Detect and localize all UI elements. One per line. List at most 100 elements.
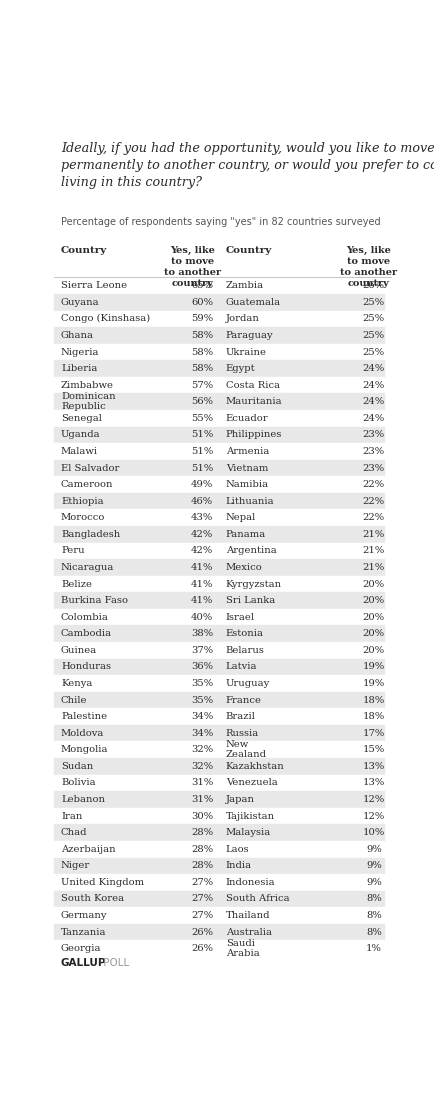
Text: Brazil: Brazil	[226, 712, 256, 721]
Bar	[54, 443, 384, 459]
Text: 38%: 38%	[191, 630, 213, 639]
Text: El Salvador: El Salvador	[61, 464, 119, 473]
Text: Venezuela: Venezuela	[226, 778, 277, 787]
Text: 9%: 9%	[366, 845, 381, 854]
Text: 46%: 46%	[191, 497, 213, 506]
Text: 12%: 12%	[363, 811, 385, 821]
Text: 27%: 27%	[191, 911, 213, 920]
Text: 26%: 26%	[191, 944, 213, 953]
Text: Uruguay: Uruguay	[226, 679, 270, 688]
Text: Tanzania: Tanzania	[61, 928, 106, 936]
Text: 8%: 8%	[366, 911, 381, 920]
Text: 10%: 10%	[363, 829, 385, 837]
Text: Mongolia: Mongolia	[61, 745, 108, 754]
Bar	[54, 609, 384, 625]
Text: Dominican
Republic: Dominican Republic	[61, 392, 115, 411]
Text: 24%: 24%	[363, 364, 385, 373]
Text: 59%: 59%	[191, 314, 213, 323]
Text: India: India	[226, 862, 252, 870]
Text: Sri Lanka: Sri Lanka	[226, 596, 275, 606]
Text: 41%: 41%	[191, 579, 214, 589]
Text: 15%: 15%	[363, 745, 385, 754]
Text: 49%: 49%	[191, 480, 214, 489]
Text: 20%: 20%	[363, 646, 385, 655]
Text: 51%: 51%	[191, 464, 214, 473]
Text: Thailand: Thailand	[226, 911, 270, 920]
Text: Moldova: Moldova	[61, 729, 104, 737]
Text: Liberia: Liberia	[61, 364, 97, 373]
Text: Senegal: Senegal	[61, 414, 102, 423]
Text: 24%: 24%	[363, 414, 385, 423]
Text: Nigeria: Nigeria	[61, 347, 99, 356]
Text: 32%: 32%	[191, 762, 213, 770]
Text: Nepal: Nepal	[226, 513, 256, 522]
Text: United Kingdom: United Kingdom	[61, 878, 144, 887]
Bar	[54, 277, 384, 295]
Text: 40%: 40%	[191, 613, 214, 622]
Text: 25%: 25%	[363, 331, 385, 340]
Text: Sudan: Sudan	[61, 762, 93, 770]
Text: Lebanon: Lebanon	[61, 795, 105, 804]
Text: 56%: 56%	[191, 397, 213, 407]
Text: 30%: 30%	[191, 811, 213, 821]
Text: Morocco: Morocco	[61, 513, 105, 522]
Bar	[54, 791, 384, 808]
Text: Bolivia: Bolivia	[61, 778, 95, 787]
Text: 21%: 21%	[363, 563, 385, 571]
Text: Yes, like
to move
to another
country: Yes, like to move to another country	[164, 246, 221, 288]
Text: Australia: Australia	[226, 928, 272, 936]
Text: 60%: 60%	[191, 298, 213, 307]
Text: Iran: Iran	[61, 811, 82, 821]
Text: 22%: 22%	[363, 513, 385, 522]
Text: Ideally, if you had the opportunity, would you like to move
permanently to anoth: Ideally, if you had the opportunity, wou…	[61, 142, 434, 189]
Text: South Korea: South Korea	[61, 895, 124, 903]
Text: 37%: 37%	[191, 646, 213, 655]
Text: 25%: 25%	[363, 298, 385, 307]
Text: Colombia: Colombia	[61, 613, 109, 622]
Text: 42%: 42%	[191, 546, 214, 555]
Text: Paraguay: Paraguay	[226, 331, 273, 340]
Text: Peru: Peru	[61, 546, 85, 555]
Bar	[54, 658, 384, 675]
Text: 31%: 31%	[191, 778, 214, 787]
Text: Niger: Niger	[61, 862, 90, 870]
Bar	[54, 924, 384, 941]
Bar	[54, 742, 384, 758]
Bar	[54, 543, 384, 559]
Text: 36%: 36%	[191, 663, 213, 671]
Bar	[54, 691, 384, 709]
Text: 51%: 51%	[191, 431, 214, 440]
Bar	[54, 295, 384, 311]
Text: Belarus: Belarus	[226, 646, 265, 655]
Text: 22%: 22%	[363, 480, 385, 489]
Text: Guatemala: Guatemala	[226, 298, 281, 307]
Text: 41%: 41%	[191, 596, 214, 606]
Text: 43%: 43%	[191, 513, 214, 522]
Bar	[54, 725, 384, 742]
Text: Lithuania: Lithuania	[226, 497, 274, 506]
Bar	[54, 857, 384, 874]
Text: 27%: 27%	[191, 878, 213, 887]
Text: 18%: 18%	[363, 696, 385, 704]
Text: 20%: 20%	[363, 613, 385, 622]
Bar	[54, 808, 384, 824]
Text: Germany: Germany	[61, 911, 108, 920]
Text: 23%: 23%	[363, 464, 385, 473]
Text: Yes, like
to move
to another
country: Yes, like to move to another country	[340, 246, 397, 288]
Text: Latvia: Latvia	[226, 663, 257, 671]
Text: Azerbaijan: Azerbaijan	[61, 845, 115, 854]
Bar	[54, 426, 384, 443]
Text: Malawi: Malawi	[61, 447, 98, 456]
Text: Burkina Faso: Burkina Faso	[61, 596, 128, 606]
Bar	[54, 758, 384, 775]
Text: Japan: Japan	[226, 795, 255, 804]
Bar	[54, 410, 384, 426]
Bar	[54, 510, 384, 526]
Text: 28%: 28%	[191, 829, 213, 837]
Text: Laos: Laos	[226, 845, 250, 854]
Text: 19%: 19%	[363, 679, 385, 688]
Text: 65%: 65%	[191, 281, 213, 290]
Bar	[54, 393, 384, 410]
Text: 19%: 19%	[363, 663, 385, 671]
Bar	[54, 360, 384, 377]
